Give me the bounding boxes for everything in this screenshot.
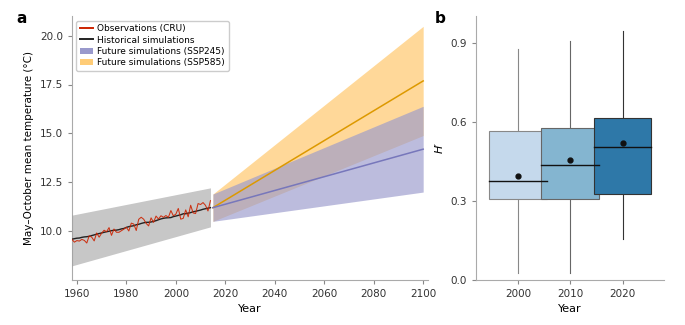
Y-axis label: H′: H′ xyxy=(435,142,445,153)
X-axis label: Year: Year xyxy=(238,304,262,314)
Text: b: b xyxy=(434,11,445,26)
Text: a: a xyxy=(16,11,27,26)
Bar xyxy=(541,128,599,199)
Legend: Observations (CRU), Historical simulations, Future simulations (SSP245), Future : Observations (CRU), Historical simulatio… xyxy=(77,21,229,71)
Bar xyxy=(594,118,651,194)
Bar xyxy=(489,131,547,199)
X-axis label: Year: Year xyxy=(558,304,582,314)
Y-axis label: May–October mean temperature (°C): May–October mean temperature (°C) xyxy=(24,51,34,245)
